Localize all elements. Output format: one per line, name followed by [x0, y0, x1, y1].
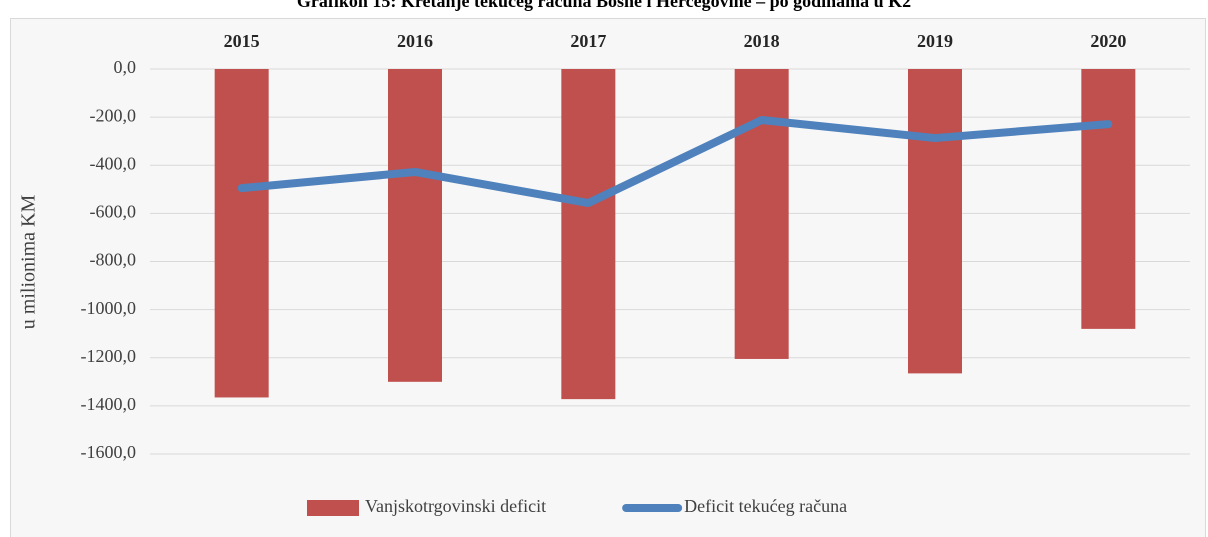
line — [237, 116, 1113, 208]
y-axis-title: u milionima KM — [18, 195, 40, 330]
y-tick-label: 0,0 — [114, 57, 137, 77]
y-tick-label: -400,0 — [90, 153, 137, 173]
x-tick-label: 2017 — [570, 31, 606, 51]
y-tick-label: -1400,0 — [81, 394, 137, 414]
x-tick-label: 2020 — [1090, 31, 1126, 51]
x-tick-label: 2016 — [397, 31, 433, 51]
y-tick-label: -1000,0 — [81, 298, 137, 318]
y-tick-label: -200,0 — [90, 105, 137, 125]
legend-label: Deficit tekućeg računa — [684, 496, 847, 516]
y-tick-label: -1600,0 — [81, 442, 137, 462]
bar — [908, 69, 962, 374]
x-tick-label: 2015 — [224, 31, 260, 51]
chart-title: Grafikon 15: Kretanje tekućeg računa Bos… — [297, 0, 911, 11]
bar — [561, 69, 616, 400]
legend-swatch — [307, 500, 359, 516]
bar — [214, 69, 269, 398]
y-tick-label: -1200,0 — [81, 346, 137, 366]
bar — [734, 69, 789, 359]
bar — [388, 69, 442, 382]
legend-label: Vanjskotrgovinski deficit — [365, 496, 546, 516]
x-tick-label: 2018 — [744, 31, 780, 51]
bar — [1081, 69, 1136, 329]
y-tick-label: -600,0 — [90, 202, 137, 222]
x-tick-label: 2019 — [917, 31, 953, 51]
y-tick-label: -800,0 — [90, 250, 137, 270]
